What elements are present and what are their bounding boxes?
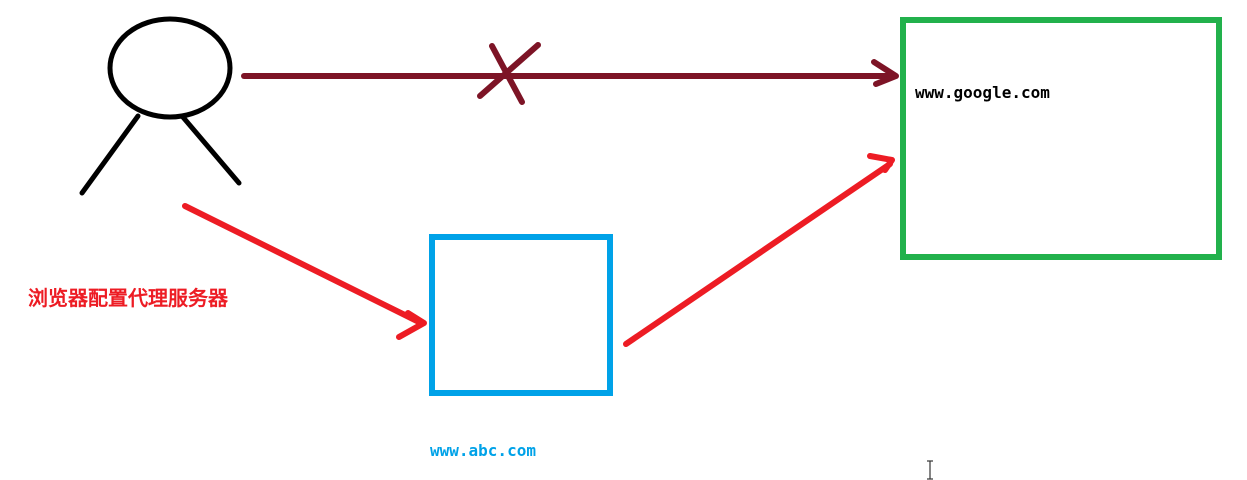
proxy-request-head xyxy=(396,310,427,340)
target-server-box xyxy=(900,17,1222,260)
blocked-arrow-head xyxy=(871,59,899,87)
proxy-forward-arrow xyxy=(623,153,895,347)
proxy-request-arrow xyxy=(182,203,427,340)
user-figure-icon xyxy=(79,16,242,196)
proxy-site-label: www.abc.com xyxy=(430,441,536,460)
proxy-config-note: 浏览器配置代理服务器 xyxy=(28,286,228,310)
proxy-forward-line xyxy=(623,161,893,347)
user-head xyxy=(107,16,233,120)
proxy-request-line xyxy=(182,203,424,326)
blocked-direct-arrow xyxy=(241,42,899,105)
cross-mark-icon-stroke-2 xyxy=(477,42,541,99)
target-site-label: www.google.com xyxy=(915,83,1050,102)
user-right-leg xyxy=(179,113,242,186)
proxy-forward-head xyxy=(867,153,895,173)
user-left-leg xyxy=(79,113,141,196)
proxy-server-box xyxy=(429,234,613,396)
